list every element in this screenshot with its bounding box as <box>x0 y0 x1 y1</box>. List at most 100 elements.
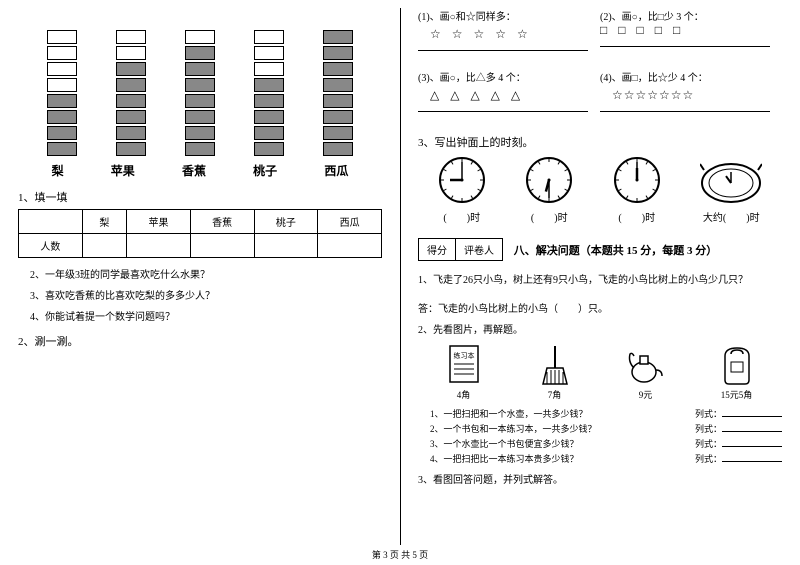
bar-column <box>47 30 77 156</box>
shop-item: 9元 <box>626 342 666 401</box>
chart-labels: 梨苹果香蕉桃子西瓜 <box>28 162 372 179</box>
sub-question: 1、一把扫把和一个水壶，一共多少钱？列式： <box>430 407 782 420</box>
clock-label: ( )时 <box>525 209 573 224</box>
chart-block <box>185 46 215 60</box>
formula-label: 列式： <box>695 407 782 420</box>
answer-line <box>418 50 588 51</box>
clocks-row: ( )时 ( )时 ( )时 大约( )时 <box>418 156 782 224</box>
formula-label: 列式： <box>695 452 782 465</box>
q1-title: 1、填一填 <box>18 189 382 205</box>
item-price: 9元 <box>626 388 666 401</box>
sub-question: 2、一个书包和一本练习本，一共多少钱？ 列式： <box>430 422 782 435</box>
chart-block <box>323 110 353 124</box>
chart-block <box>254 30 284 44</box>
q4: 4、你能试着提一个数学问题吗？ <box>30 308 382 323</box>
right-column: (1)、画○和☆同样多： ☆ ☆ ☆ ☆ ☆ (2)、画○，比□少 3 个： □… <box>400 0 800 545</box>
subq-text: 4、一把扫把比一本练习本贵多少钱？ <box>430 452 579 465</box>
r1b-label: (2)、画○，比□少 3 个： <box>600 8 782 23</box>
r1a-label: (1)、画○和☆同样多： <box>418 8 600 23</box>
q2-outer: 2、涮一涮。 <box>18 333 382 349</box>
q3: 3、喜欢吃香蕉的比喜欢吃梨的多多少人？ <box>30 287 382 302</box>
clock: ( )时 <box>525 156 573 224</box>
category-label: 香蕉 <box>182 162 206 179</box>
chart-block <box>185 126 215 140</box>
chart-block <box>116 94 146 108</box>
q3-title: 3、写出钟面上的时刻。 <box>418 134 782 150</box>
table-cell <box>190 234 254 258</box>
chart-block <box>254 110 284 124</box>
r1b-shapes: □ □ □ □ □ <box>600 23 782 38</box>
chart-block <box>323 94 353 108</box>
problem-3: 3、看图回答问题，并列式解答。 <box>418 471 782 486</box>
table-header: 苹果 <box>127 210 191 234</box>
bar-column <box>254 30 284 156</box>
left-column: 梨苹果香蕉桃子西瓜 1、填一填 梨苹果香蕉桃子西瓜 人数 2、一年级3班的同学最… <box>0 0 400 545</box>
chart-block <box>254 62 284 76</box>
section-8-title: 八、解决问题（本题共 15 分，每题 3 分） <box>514 245 718 257</box>
chart-block <box>254 142 284 156</box>
shop-item: 7角 <box>535 342 575 401</box>
table-row-label: 人数 <box>19 234 83 258</box>
problem-2-title: 2、先看图片，再解题。 <box>418 321 782 336</box>
chart-block <box>47 110 77 124</box>
chart-block <box>47 30 77 44</box>
problem-1-answer: 答：飞走的小鸟比树上的小鸟（ ）只。 <box>418 300 782 315</box>
answer-line <box>600 46 770 47</box>
chart-block <box>116 110 146 124</box>
answer-line <box>418 111 588 112</box>
clock-label: ( )时 <box>613 209 661 224</box>
chart-block <box>323 78 353 92</box>
chart-block <box>116 62 146 76</box>
table-header: 西瓜 <box>318 210 382 234</box>
bar-column <box>185 30 215 156</box>
table-header <box>19 210 83 234</box>
chart-block <box>185 78 215 92</box>
chart-block <box>323 126 353 140</box>
grader-label: 评卷人 <box>456 239 502 260</box>
chart-block <box>185 94 215 108</box>
table-header: 香蕉 <box>190 210 254 234</box>
chart-block <box>323 62 353 76</box>
chart-block <box>323 30 353 44</box>
answer-line <box>600 111 770 112</box>
category-label: 桃子 <box>253 162 277 179</box>
bar-column <box>323 30 353 156</box>
table-cell <box>318 234 382 258</box>
q2: 2、一年级3班的同学最喜欢吃什么水果？ <box>30 266 382 281</box>
chart-block <box>116 78 146 92</box>
score-label: 得分 <box>419 239 456 260</box>
clock-label: 大约( )时 <box>700 209 762 224</box>
page-footer: 第 3 页 共 5 页 <box>0 548 800 561</box>
chart-block <box>185 142 215 156</box>
items-row: 练习本 4角 7角 9元 15元5角 <box>418 342 782 401</box>
clock-label: ( )时 <box>438 209 486 224</box>
bar-chart <box>28 16 372 156</box>
formula-label: 列式： <box>695 422 782 435</box>
shop-item: 15元5角 <box>717 342 757 401</box>
r1a-shapes: ☆ ☆ ☆ ☆ ☆ <box>430 27 600 42</box>
chart-block <box>323 142 353 156</box>
chart-block <box>254 46 284 60</box>
item-price: 4角 <box>444 388 484 401</box>
r2a-label: (3)、画○，比△多 4 个： <box>418 69 600 84</box>
clock: ( )时 <box>613 156 661 224</box>
svg-text:练习本: 练习本 <box>453 351 474 360</box>
chart-block <box>185 110 215 124</box>
chart-block <box>116 142 146 156</box>
shop-item: 练习本 4角 <box>444 342 484 401</box>
r2b-label: (4)、画□，比☆少 4 个： <box>600 69 782 84</box>
chart-block <box>47 94 77 108</box>
chart-block <box>47 46 77 60</box>
sub-question: 4、一把扫把比一本练习本贵多少钱？ 列式： <box>430 452 782 465</box>
chart-block <box>116 46 146 60</box>
item-price: 15元5角 <box>717 388 757 401</box>
chart-block <box>254 78 284 92</box>
r2a-shapes: △ △ △ △ △ <box>430 88 600 103</box>
table-cell <box>82 234 126 258</box>
table-header: 桃子 <box>254 210 318 234</box>
chart-block <box>185 62 215 76</box>
chart-block <box>254 94 284 108</box>
subq-text: 2、一个书包和一本练习本，一共多少钱？ <box>430 422 597 435</box>
subq-text: 3、一个水壶比一个书包便宜多少钱？ <box>430 437 579 450</box>
problem-1: 1、飞走了26只小鸟，树上还有9只小鸟，飞走的小鸟比树上的小鸟少几只？ <box>418 271 782 286</box>
